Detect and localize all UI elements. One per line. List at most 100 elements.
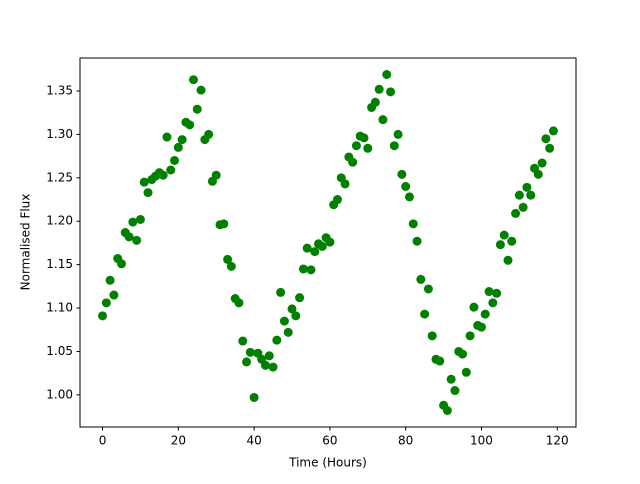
- point: [378, 115, 388, 125]
- point: [185, 120, 195, 130]
- point: [276, 287, 286, 297]
- point: [177, 135, 187, 145]
- point: [370, 97, 380, 107]
- point: [423, 284, 433, 294]
- x-tick-label: 60: [322, 434, 337, 448]
- point: [166, 165, 176, 175]
- point: [507, 236, 517, 246]
- point: [397, 169, 407, 179]
- point: [412, 236, 422, 246]
- point: [139, 177, 149, 187]
- point: [340, 179, 350, 189]
- point: [223, 254, 233, 264]
- y-tick-label: 1.30: [46, 127, 73, 141]
- point: [162, 132, 172, 142]
- point: [105, 275, 115, 285]
- point: [386, 87, 396, 97]
- point: [264, 351, 274, 361]
- point: [488, 298, 498, 308]
- point: [249, 392, 259, 402]
- point: [135, 214, 145, 224]
- x-tick-label: 0: [99, 434, 107, 448]
- point: [211, 170, 221, 180]
- point: [188, 75, 198, 85]
- y-tick-label: 1.10: [46, 301, 73, 315]
- point: [109, 290, 119, 300]
- point: [332, 195, 342, 205]
- point: [393, 129, 403, 139]
- point: [469, 302, 479, 312]
- x-tick-label: 20: [171, 434, 186, 448]
- point: [389, 141, 399, 151]
- point: [192, 104, 202, 114]
- plot-frame: [79, 57, 577, 428]
- point: [518, 202, 528, 212]
- point: [408, 219, 418, 229]
- point: [537, 158, 547, 168]
- point: [359, 133, 369, 143]
- point: [442, 406, 452, 416]
- point: [272, 335, 282, 345]
- point: [427, 331, 437, 341]
- point: [98, 311, 108, 321]
- point: [245, 347, 255, 357]
- point: [465, 331, 475, 341]
- point: [173, 142, 183, 152]
- point: [416, 274, 426, 284]
- point: [128, 217, 138, 227]
- point: [382, 69, 392, 79]
- point: [458, 349, 468, 359]
- point: [374, 84, 384, 94]
- point: [219, 219, 229, 229]
- point: [420, 309, 430, 319]
- point: [526, 190, 536, 200]
- point: [492, 288, 502, 298]
- x-tick-label: 100: [470, 434, 493, 448]
- point: [226, 261, 236, 271]
- point: [310, 247, 320, 257]
- point: [484, 287, 494, 297]
- point: [196, 85, 206, 95]
- y-tick-label: 1.35: [46, 83, 73, 97]
- point: [170, 155, 180, 165]
- point: [291, 311, 301, 321]
- point: [317, 241, 327, 251]
- y-axis-label: Normalised Flux: [19, 194, 33, 291]
- point: [511, 208, 521, 218]
- point: [503, 255, 513, 265]
- point: [495, 240, 505, 250]
- x-axis-label: Time (Hours): [288, 456, 367, 470]
- point: [514, 190, 524, 200]
- point: [298, 264, 308, 274]
- point: [302, 243, 312, 253]
- point: [461, 367, 471, 377]
- point: [132, 235, 142, 245]
- point: [283, 327, 293, 337]
- point: [533, 169, 543, 179]
- point: [287, 304, 297, 314]
- point: [158, 170, 168, 180]
- point: [295, 293, 305, 303]
- point: [450, 386, 460, 396]
- point: [548, 126, 558, 136]
- point: [260, 360, 270, 370]
- point: [545, 143, 555, 153]
- point: [279, 316, 289, 326]
- point: [268, 362, 278, 372]
- point: [234, 298, 244, 308]
- point: [124, 232, 134, 242]
- point: [351, 141, 361, 151]
- point: [435, 356, 445, 366]
- y-tick-label: 1.25: [46, 170, 73, 184]
- y-tick-label: 1.20: [46, 214, 73, 228]
- point: [499, 230, 509, 240]
- y-tick-label: 1.05: [46, 344, 73, 358]
- point: [446, 374, 456, 384]
- point: [541, 134, 551, 144]
- y-tick-label: 1.00: [46, 387, 73, 401]
- point: [401, 181, 411, 191]
- point: [116, 259, 126, 269]
- point: [306, 265, 316, 275]
- x-tick-label: 80: [398, 434, 413, 448]
